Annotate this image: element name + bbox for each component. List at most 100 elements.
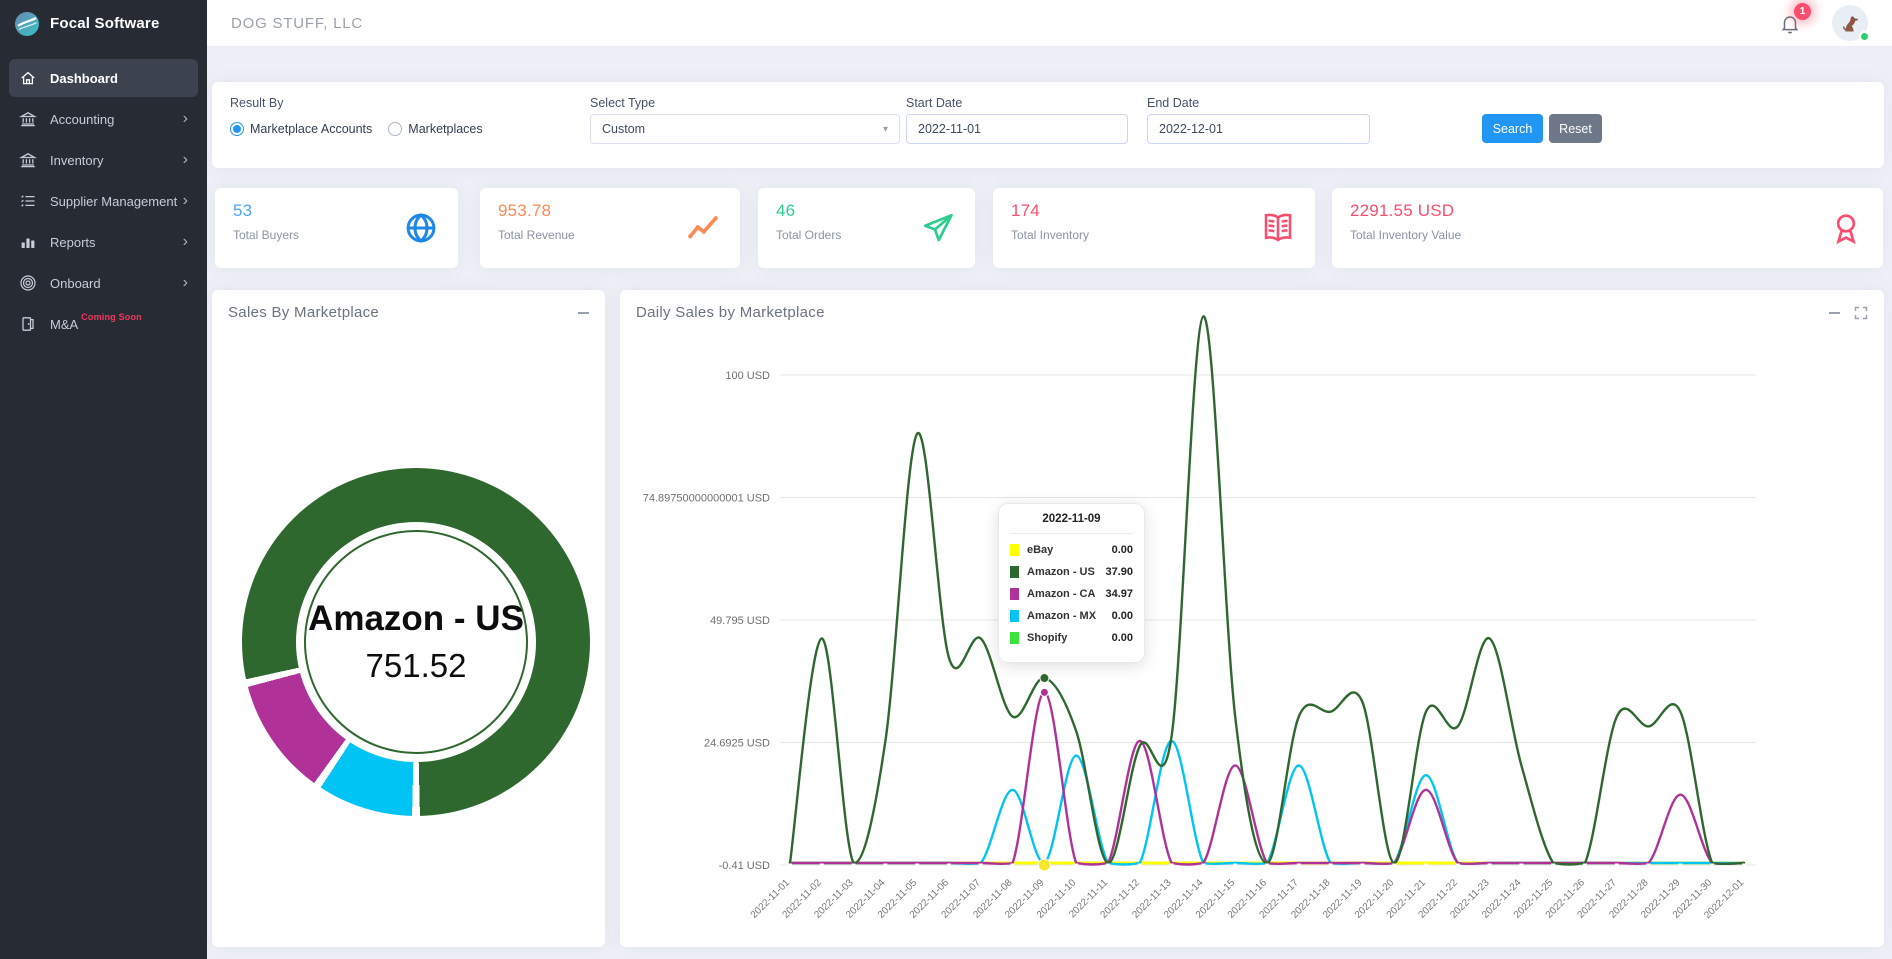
stat-label: Total Orders (776, 228, 842, 242)
series-color-chip (1010, 588, 1019, 600)
result-by-radio-group: Marketplace Accounts Marketplaces (230, 122, 483, 136)
sidebar-item-reports[interactable]: Reports › (9, 223, 198, 261)
chevron-right-icon: › (182, 274, 188, 291)
tooltip-row: Amazon - CA 34.97 (1010, 588, 1133, 600)
chevron-down-icon: ▾ (882, 123, 888, 135)
expand-icon[interactable] (1854, 306, 1868, 320)
end-date-input[interactable] (1147, 114, 1370, 144)
donut-slice-name: Amazon - US (308, 599, 524, 638)
collapse-icon[interactable] (578, 311, 589, 314)
sidebar-item-onboard[interactable]: Onboard › (9, 264, 198, 302)
search-button[interactable]: Search (1482, 114, 1543, 143)
stat-card-total-inventory: 174 Total Inventory (993, 188, 1315, 268)
stat-value: 53 (233, 201, 253, 220)
book-icon (1259, 209, 1297, 247)
tooltip-row: Shopify 0.00 (1010, 632, 1133, 644)
notifications-button[interactable]: 1 (1778, 3, 1811, 35)
series-color-chip (1010, 566, 1019, 578)
stat-card-total-orders: 46 Total Orders (758, 188, 975, 268)
home-icon (19, 69, 37, 87)
series-color-chip (1010, 632, 1019, 644)
company-title: DOG STUFF, LLC (231, 14, 364, 32)
sidebar-item-label: Accounting (50, 111, 115, 127)
brand-name: Focal Software (50, 15, 160, 32)
stat-label: Total Revenue (498, 228, 575, 242)
donut-slice-value: 751.52 (365, 647, 467, 684)
start-date-label: Start Date (906, 96, 963, 110)
sidebar-item-dashboard[interactable]: Dashboard (9, 59, 198, 97)
svg-text:49.795 USD: 49.795 USD (710, 615, 770, 627)
chevron-right-icon: › (182, 151, 188, 168)
brand-header: Focal Software (0, 0, 207, 47)
sidebar: Focal Software Dashboard Accounting › (0, 0, 207, 959)
online-status-dot (1859, 31, 1870, 42)
line-chart-svg[interactable]: 100 USD 74.89750000000001 USD 49.795 USD 24… (620, 290, 1884, 947)
sidebar-item-ma[interactable]: M&A Coming Soon (9, 305, 198, 343)
donut-center-label: Amazon - US 751.52 (242, 599, 590, 685)
result-by-label: Result By (230, 96, 284, 110)
dog-avatar-icon (1843, 16, 1859, 32)
bank-icon (19, 110, 37, 128)
svg-text:24.6925 USD: 24.6925 USD (704, 738, 770, 750)
tooltip-date: 2022-11-09 (1010, 513, 1133, 534)
notification-badge: 1 (1794, 3, 1811, 20)
sidebar-item-supplier-management[interactable]: Supplier Management › (9, 182, 198, 220)
start-date-input[interactable] (906, 114, 1128, 144)
door-icon (19, 315, 37, 333)
sidebar-item-label: Dashboard (50, 70, 118, 86)
series-color-chip (1010, 610, 1019, 622)
radio-marketplaces[interactable]: Marketplaces (388, 122, 483, 136)
award-icon (1827, 209, 1865, 247)
chevron-right-icon: › (182, 233, 188, 250)
select-type-dropdown[interactable]: Custom ▾ (590, 114, 900, 144)
tooltip-row: eBay 0.00 (1010, 544, 1133, 556)
sidebar-item-accounting[interactable]: Accounting › (9, 100, 198, 138)
user-avatar[interactable] (1832, 5, 1870, 42)
stat-label: Total Inventory (1011, 228, 1090, 242)
sidebar-item-label: Onboard (50, 275, 101, 291)
filter-bar: Result By Marketplace Accounts Marketpla… (212, 82, 1884, 168)
sidebar-item-label: Reports (50, 234, 96, 250)
svg-text:74.89750000000001 USD: 74.89750000000001 USD (643, 493, 770, 505)
stat-value: 174 (1011, 201, 1040, 220)
chevron-right-icon: › (182, 192, 188, 209)
coming-soon-badge: Coming Soon (81, 312, 142, 322)
donut-inner-ring (304, 530, 528, 754)
target-icon (19, 274, 37, 292)
reset-button[interactable]: Reset (1549, 114, 1602, 143)
stat-card-total-revenue: 953.78 Total Revenue (480, 188, 740, 268)
stat-card-total-buyers: 53 Total Buyers (215, 188, 458, 268)
sidebar-item-inventory[interactable]: Inventory › (9, 141, 198, 179)
sidebar-item-label: M&A (50, 316, 79, 332)
radio-selected-icon (230, 122, 244, 136)
tooltip-row: Amazon - MX 0.00 (1010, 610, 1133, 622)
panel-title: Daily Sales by Marketplace (636, 304, 825, 321)
top-bar: DOG STUFF, LLC 1 (207, 0, 1892, 47)
focal-logo-icon (14, 11, 40, 37)
panel-title: Sales By Marketplace (228, 304, 380, 321)
sidebar-item-label: Supplier Management (50, 193, 178, 209)
stat-value: 2291.55 USD (1350, 201, 1455, 220)
svg-text:100 USD: 100 USD (725, 370, 770, 382)
series-color-chip (1010, 544, 1019, 556)
radio-unselected-icon (388, 122, 403, 136)
trend-icon (684, 209, 722, 247)
donut-chart[interactable]: Amazon - US 751.52 (242, 468, 590, 816)
globe-icon (402, 209, 440, 247)
collapse-icon[interactable] (1829, 311, 1840, 314)
send-icon (919, 209, 957, 247)
tooltip-row: Amazon - US 37.90 (1010, 566, 1133, 578)
select-type-label: Select Type (590, 96, 656, 110)
stat-card-total-inventory-value: 2291.55 USD Total Inventory Value (1332, 188, 1883, 268)
daily-sales-panel: Daily Sales by Marketplace 100 USD 74.897… (620, 290, 1884, 947)
stat-label: Total Inventory Value (1350, 228, 1462, 242)
radio-marketplace-accounts[interactable]: Marketplace Accounts (230, 122, 372, 136)
sidebar-menu: Dashboard Accounting › Inventory › (0, 59, 207, 343)
chevron-right-icon: › (182, 110, 188, 127)
stat-value: 46 (776, 201, 796, 220)
sales-by-marketplace-panel: Sales By Marketplace Amazon - US 751.52 (212, 290, 605, 947)
bell-icon (1781, 16, 1799, 34)
chart-tooltip: 2022-11-09 eBay 0.00 Amazon - US 37.90 A… (998, 503, 1145, 663)
bar-chart-icon (19, 233, 37, 251)
